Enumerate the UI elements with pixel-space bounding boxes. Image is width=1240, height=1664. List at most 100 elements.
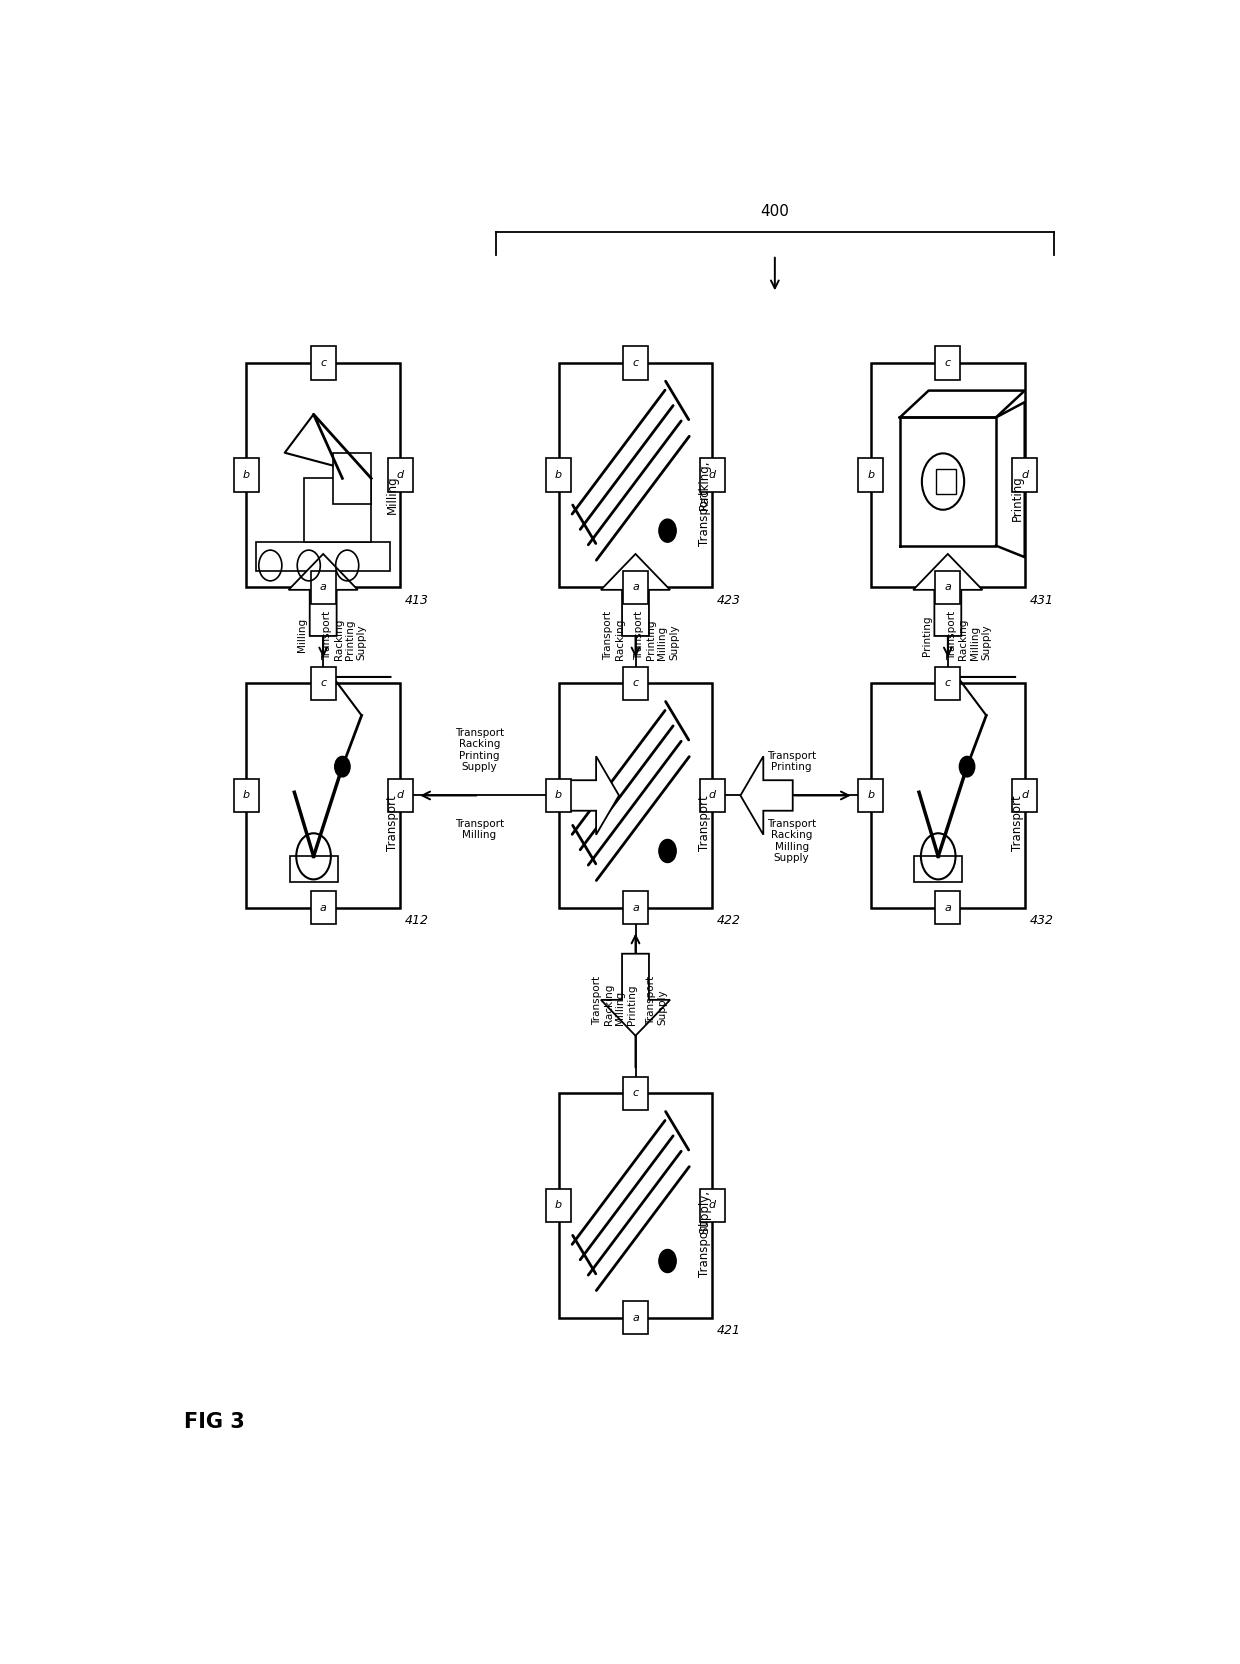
Bar (1012, 779, 1037, 812)
Text: Transport
Racking
Milling
Supply: Transport Racking Milling Supply (946, 611, 991, 661)
Text: 421: 421 (717, 1325, 742, 1336)
Text: Transport
Racking
Milling
Supply: Transport Racking Milling Supply (768, 819, 816, 864)
Text: b: b (556, 790, 562, 800)
Text: 431: 431 (1029, 594, 1054, 607)
Bar (234, 459, 259, 493)
Bar (858, 779, 883, 812)
Text: 422: 422 (717, 914, 742, 927)
Polygon shape (913, 554, 982, 636)
Bar (622, 1301, 649, 1335)
Bar (558, 363, 712, 587)
Bar (304, 478, 371, 542)
Bar (622, 890, 649, 924)
Bar (311, 571, 336, 604)
Text: c: c (632, 1088, 639, 1098)
Bar (546, 459, 572, 493)
Text: Transport
Supply: Transport Supply (646, 975, 667, 1025)
Text: b: b (556, 1200, 562, 1210)
Text: 432: 432 (1029, 914, 1054, 927)
Text: FIG 3: FIG 3 (184, 1413, 244, 1433)
Text: 423: 423 (717, 594, 742, 607)
Bar (935, 890, 960, 924)
Text: d: d (709, 471, 715, 481)
Text: a: a (945, 902, 951, 912)
Bar (935, 346, 960, 379)
Bar (914, 857, 962, 882)
Bar (546, 1188, 572, 1221)
Bar (332, 453, 371, 504)
Text: c: c (320, 679, 326, 689)
Bar (935, 667, 960, 701)
Polygon shape (567, 755, 619, 835)
Bar (622, 571, 649, 604)
Text: a: a (632, 902, 639, 912)
Bar (255, 542, 391, 571)
Bar (311, 667, 336, 701)
Bar (935, 571, 960, 604)
Text: Transport
Milling: Transport Milling (455, 819, 503, 840)
Text: d: d (1022, 790, 1028, 800)
Text: a: a (632, 1313, 639, 1323)
Text: Transport: Transport (698, 795, 712, 852)
Text: b: b (868, 790, 874, 800)
Text: Transport: Transport (386, 795, 399, 852)
Bar (546, 779, 572, 812)
Text: c: c (632, 358, 639, 368)
Text: d: d (397, 790, 403, 800)
Text: Transport: Transport (1011, 795, 1023, 852)
Text: d: d (1022, 471, 1028, 481)
Text: Transport
Printing: Transport Printing (768, 750, 816, 772)
Bar (234, 779, 259, 812)
Bar (622, 667, 649, 701)
Bar (558, 1093, 712, 1318)
Bar (936, 469, 956, 494)
Text: c: c (945, 358, 951, 368)
Bar (247, 363, 401, 587)
Text: 413: 413 (404, 594, 429, 607)
Text: Racking,: Racking, (698, 459, 712, 511)
Circle shape (658, 839, 676, 862)
Bar (388, 459, 413, 493)
Circle shape (960, 757, 975, 777)
Text: d: d (709, 1200, 715, 1210)
Text: 400: 400 (760, 205, 790, 220)
Bar (699, 459, 725, 493)
Text: Transport
Racking: Transport Racking (604, 611, 625, 661)
Text: Transport
Racking
Printing
Supply: Transport Racking Printing Supply (455, 727, 503, 772)
Bar (622, 346, 649, 379)
Text: Transport
Printing
Milling
Supply: Transport Printing Milling Supply (634, 611, 680, 661)
Text: b: b (243, 471, 249, 481)
Text: Milling: Milling (298, 619, 308, 652)
Polygon shape (601, 953, 670, 1035)
Bar (289, 857, 337, 882)
Bar (311, 346, 336, 379)
Text: 412: 412 (404, 914, 429, 927)
Polygon shape (601, 554, 670, 636)
Text: Printing: Printing (921, 616, 931, 656)
Polygon shape (740, 755, 792, 835)
Polygon shape (289, 554, 358, 636)
Text: a: a (320, 582, 326, 592)
Circle shape (658, 519, 676, 542)
Bar (311, 890, 336, 924)
Text: a: a (945, 582, 951, 592)
Bar (858, 459, 883, 493)
Text: a: a (320, 902, 326, 912)
Bar (247, 684, 401, 907)
Text: d: d (397, 471, 403, 481)
Text: Transport: Transport (698, 1221, 712, 1276)
Text: Printing: Printing (1011, 476, 1023, 521)
Text: Supply,: Supply, (698, 1190, 712, 1235)
Bar (622, 1077, 649, 1110)
Bar (699, 779, 725, 812)
Text: b: b (556, 471, 562, 481)
Bar (1012, 459, 1037, 493)
Bar (870, 684, 1024, 907)
Bar (870, 363, 1024, 587)
Text: c: c (320, 358, 326, 368)
Text: Transport
Racking
Printing
Supply: Transport Racking Printing Supply (322, 611, 367, 661)
Text: Milling: Milling (386, 476, 399, 514)
Circle shape (658, 1250, 676, 1273)
Bar (388, 779, 413, 812)
Text: Transport
Racking
Milling
Printing: Transport Racking Milling Printing (591, 975, 637, 1025)
